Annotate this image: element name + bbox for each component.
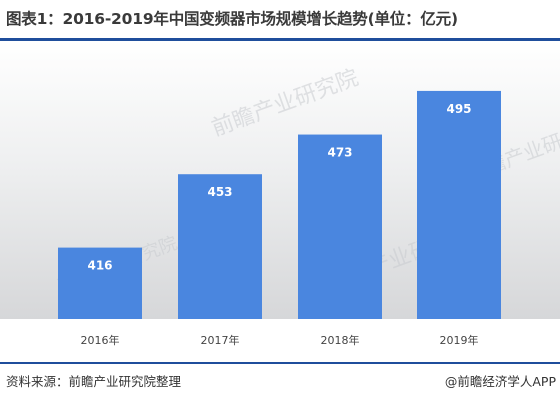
title-divider	[0, 38, 560, 41]
source-note: 资料来源：前瞻产业研究院整理	[6, 374, 182, 389]
bar-2016年	[58, 247, 142, 319]
brand-credit: @前瞻经济学人APP	[444, 374, 556, 389]
labels-layer: 416 453 473 495	[87, 102, 471, 273]
x-tick-label: 2017年	[201, 333, 240, 347]
bars-layer	[58, 90, 501, 319]
footer-divider	[0, 362, 560, 364]
bar-value-label: 416	[87, 259, 112, 273]
bar-value-label: 495	[446, 102, 471, 116]
x-tick-label: 2019年	[440, 333, 479, 347]
bar-2019年	[417, 90, 501, 319]
chart-area: 前瞻产业研究院前瞻产业研究院前瞻产业研究院前瞻产业研究院 41645347349…	[0, 41, 560, 357]
bar-chart: 前瞻产业研究院前瞻产业研究院前瞻产业研究院前瞻产业研究院 41645347349…	[0, 41, 560, 347]
bar-value-label: 453	[207, 185, 232, 199]
bar-2017年	[178, 174, 262, 319]
ticks-layer: 2016年 2017年 2018年 2019年	[81, 333, 479, 347]
x-tick-label: 2018年	[321, 333, 360, 347]
bar-value-label: 473	[327, 146, 352, 160]
bar-2018年	[298, 134, 382, 319]
chart-title: 图表1：2016-2019年中国变频器市场规模增长趋势(单位：亿元)	[6, 10, 458, 28]
x-tick-label: 2016年	[81, 333, 120, 347]
